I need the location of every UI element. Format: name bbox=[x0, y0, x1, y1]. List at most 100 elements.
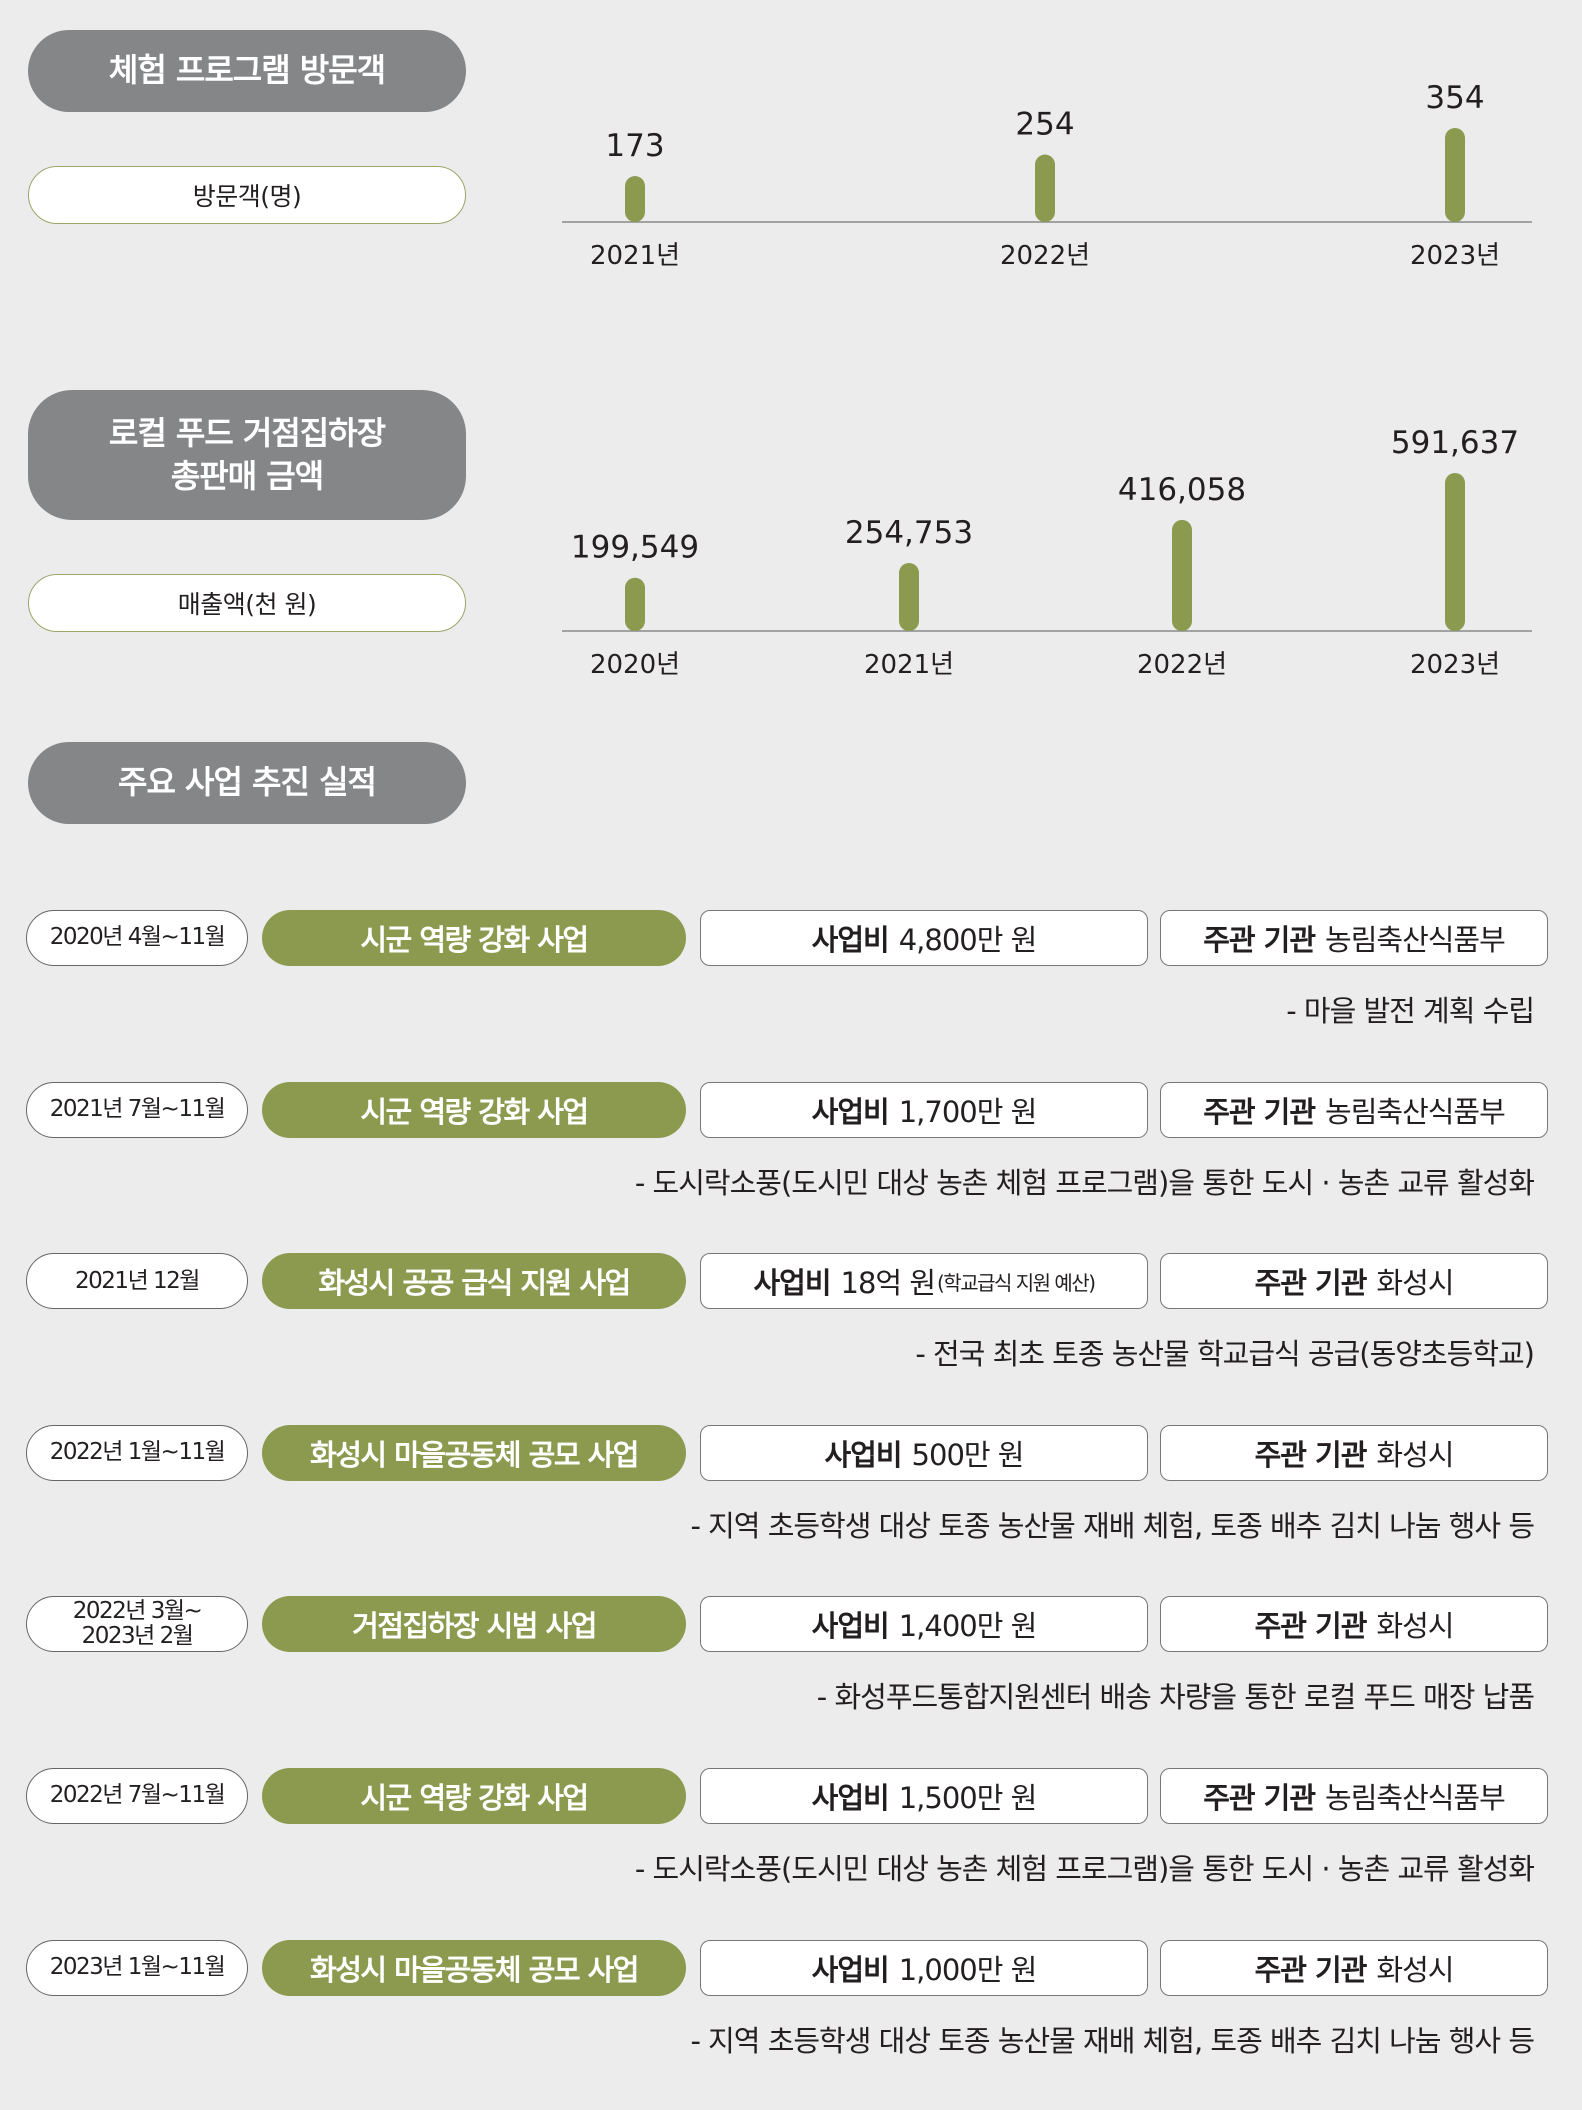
project-name-badge: 시군 역량 강화 사업 bbox=[262, 910, 686, 966]
project-org-value: 화성시 bbox=[1376, 1952, 1454, 1987]
project-budget-box: 사업비 1,000만 원 bbox=[700, 1939, 1148, 1996]
sales-bar bbox=[1172, 519, 1192, 631]
project-date-text: 2022년 3월~ 2023년 2월 bbox=[72, 1598, 203, 1650]
sales-year-label: 2023년 bbox=[1410, 650, 1500, 680]
project-date-text: 2021년 12월 bbox=[75, 1267, 200, 1294]
projects-title: 주요 사업 추진 실적 bbox=[28, 742, 466, 824]
sales-value-label: 199,549 bbox=[571, 530, 699, 566]
project-org-value: 농림축산식품부 bbox=[1325, 1094, 1506, 1129]
project-budget-box: 사업비 500만 원 bbox=[700, 1424, 1148, 1481]
visitors-bar-chart: 173 2021년 254 2022년 354 2023년 bbox=[562, 80, 1532, 271]
project-budget-value: 1,000만 원 bbox=[898, 1952, 1038, 1987]
project-org-label: 주관 기관 bbox=[1203, 923, 1316, 957]
project-org-value: 농림축산식품부 bbox=[1325, 1781, 1506, 1815]
project-budget-box: 사업비 1,700만 원 bbox=[700, 1081, 1148, 1138]
project-budget-box: 사업비 4,800만 원 bbox=[700, 910, 1148, 966]
visitors-bar bbox=[1035, 154, 1055, 222]
project-org-label: 주관 기관 bbox=[1254, 1609, 1368, 1644]
sales-title-line2: 총판매 금액 bbox=[170, 457, 324, 495]
project-date-badge: 2022년 3월~ 2023년 2월 bbox=[26, 1596, 248, 1653]
project-date-badge: 2022년 7월~11월 bbox=[26, 1768, 248, 1824]
projects-title-text: 주요 사업 추진 실적 bbox=[118, 763, 377, 802]
sales-bar bbox=[899, 562, 919, 631]
project-name-badge: 화성시 공공 급식 지원 사업 bbox=[262, 1253, 686, 1310]
project-date-text: 2023년 1월~11월 bbox=[49, 1953, 226, 1980]
sales-year-label: 2020년 bbox=[590, 650, 680, 680]
project-name-badge: 화성시 마을공동체 공모 사업 bbox=[262, 1424, 686, 1481]
project-name-text: 화성시 마을공동체 공모 사업 bbox=[310, 1952, 639, 1987]
project-date-text: 2022년 1월~11월 bbox=[49, 1439, 226, 1466]
project-date-badge: 2021년 7월~11월 bbox=[26, 1081, 248, 1138]
project-row: 2023년 1월~11월 화성시 마을공동체 공모 사업 사업비 1,000만 원 주관… bbox=[0, 1939, 1582, 2090]
project-name-badge: 시군 역량 강화 사업 bbox=[262, 1768, 686, 1824]
project-name-text: 시군 역량 강화 사업 bbox=[360, 1781, 589, 1815]
project-org-label: 주관 기관 bbox=[1254, 1952, 1368, 1987]
project-description: - 도시락소풍(도시민 대상 농촌 체험 프로그램)을 통한 도시 · 농촌 교… bbox=[634, 1852, 1535, 1886]
project-name-text: 거점집하장 시범 사업 bbox=[352, 1609, 597, 1644]
visitors-value-label: 354 bbox=[1425, 80, 1484, 116]
visitors-unit-label: 방문객(명) bbox=[28, 166, 466, 224]
project-budget-box: 사업비 1,400만 원 bbox=[700, 1596, 1148, 1653]
visitors-unit-text: 방문객(명) bbox=[192, 182, 302, 211]
project-name-text: 시군 역량 강화 사업 bbox=[360, 923, 589, 957]
project-budget-label: 사업비 bbox=[811, 1094, 890, 1129]
project-org-box: 주관 기관 농림축산식품부 bbox=[1160, 1768, 1548, 1824]
project-org-box: 주관 기관 화성시 bbox=[1160, 1596, 1548, 1653]
project-description: - 전국 최초 토종 농산물 학교급식 공급(동양초등학교) bbox=[915, 1337, 1535, 1372]
project-budget-label: 사업비 bbox=[824, 1437, 903, 1472]
sales-unit-text: 매출액(천 원) bbox=[177, 590, 317, 619]
project-row: 2021년 12월 화성시 공공 급식 지원 사업 사업비 18억 원 (학교급식 지원… bbox=[0, 1253, 1582, 1403]
visitors-title-text: 체험 프로그램 방문객 bbox=[108, 51, 386, 90]
visitors-year-label: 2022년 bbox=[1000, 241, 1090, 271]
project-description: - 화성푸드통합지원센터 배송 차량을 통한 로컬 푸드 매장 납품 bbox=[816, 1680, 1535, 1715]
project-budget-label: 사업비 bbox=[811, 1952, 890, 1987]
project-description: - 마을 발전 계획 수립 bbox=[1286, 994, 1535, 1028]
project-date-badge: 2020년 4월~11월 bbox=[26, 910, 248, 966]
project-name-badge: 화성시 마을공동체 공모 사업 bbox=[262, 1939, 686, 1996]
project-row: 2020년 4월~11월 시군 역량 강화 사업 사업비 4,800만 원 주관 기관 농… bbox=[0, 910, 1582, 1060]
sales-value-label: 416,058 bbox=[1118, 472, 1246, 508]
project-budget-label: 사업비 bbox=[753, 1266, 831, 1301]
project-budget-value: 1,700만 원 bbox=[898, 1094, 1038, 1129]
project-row: 2022년 7월~11월 시군 역량 강화 사업 사업비 1,500만 원 주관 기관 농… bbox=[0, 1768, 1582, 1918]
project-org-value: 화성시 bbox=[1376, 1437, 1454, 1472]
visitors-year-label: 2023년 bbox=[1410, 241, 1500, 271]
project-row: 2021년 7월~11월 시군 역량 강화 사업 사업비 1,700만 원 주관 기관 농… bbox=[0, 1081, 1582, 1232]
sales-year-label: 2021년 bbox=[864, 650, 954, 680]
project-org-label: 주관 기관 bbox=[1254, 1266, 1368, 1301]
sales-bar bbox=[625, 577, 645, 631]
sales-title: 로컬 푸드 거점집하장 총판매 금액 bbox=[28, 390, 466, 520]
project-budget-label: 사업비 bbox=[811, 923, 890, 957]
project-date-text: 2020년 4월~11월 bbox=[49, 924, 226, 951]
project-name-text: 시군 역량 강화 사업 bbox=[360, 1094, 589, 1129]
project-org-value: 화성시 bbox=[1376, 1266, 1454, 1301]
sales-bar-chart: 199,549 2020년 254,753 2021년 416,058 2022년 591,… bbox=[562, 425, 1532, 680]
visitors-value-label: 254 bbox=[1015, 107, 1074, 143]
visitors-bar bbox=[625, 176, 645, 222]
sales-bar bbox=[1445, 473, 1465, 631]
project-budget-label: 사업비 bbox=[811, 1609, 890, 1644]
project-budget-value: 1,500만 원 bbox=[898, 1781, 1038, 1815]
project-name-badge: 거점집하장 시범 사업 bbox=[262, 1596, 686, 1653]
visitors-title: 체험 프로그램 방문객 bbox=[28, 30, 466, 112]
project-budget-value: 500만 원 bbox=[911, 1437, 1025, 1472]
project-date-badge: 2023년 1월~11월 bbox=[26, 1939, 248, 1996]
project-date-badge: 2022년 1월~11월 bbox=[26, 1424, 248, 1481]
project-budget-label: 사업비 bbox=[811, 1781, 890, 1815]
project-org-label: 주관 기관 bbox=[1203, 1094, 1316, 1129]
project-org-box: 주관 기관 화성시 bbox=[1160, 1253, 1548, 1310]
project-description: - 도시락소풍(도시민 대상 농촌 체험 프로그램)을 통한 도시 · 농촌 교… bbox=[634, 1165, 1535, 1200]
project-org-box: 주관 기관 농림축산식품부 bbox=[1160, 1081, 1548, 1138]
project-org-box: 주관 기관 화성시 bbox=[1160, 1939, 1548, 1996]
project-description: - 지역 초등학생 대상 토종 농산물 재배 체험, 토종 배추 김치 나눔 행… bbox=[690, 1508, 1535, 1543]
sales-year-label: 2022년 bbox=[1137, 650, 1227, 680]
project-org-label: 주관 기관 bbox=[1254, 1437, 1368, 1472]
project-budget-value: 4,800만 원 bbox=[898, 923, 1038, 957]
project-name-text: 화성시 마을공동체 공모 사업 bbox=[310, 1437, 639, 1472]
visitors-year-label: 2021년 bbox=[590, 241, 680, 271]
project-row: 2022년 1월~11월 화성시 마을공동체 공모 사업 사업비 500만 원 주관 기… bbox=[0, 1424, 1582, 1575]
sales-unit-label: 매출액(천 원) bbox=[28, 574, 466, 632]
project-org-box: 주관 기관 화성시 bbox=[1160, 1424, 1548, 1481]
visitors-value-label: 173 bbox=[605, 128, 664, 164]
project-org-value: 화성시 bbox=[1376, 1609, 1454, 1644]
